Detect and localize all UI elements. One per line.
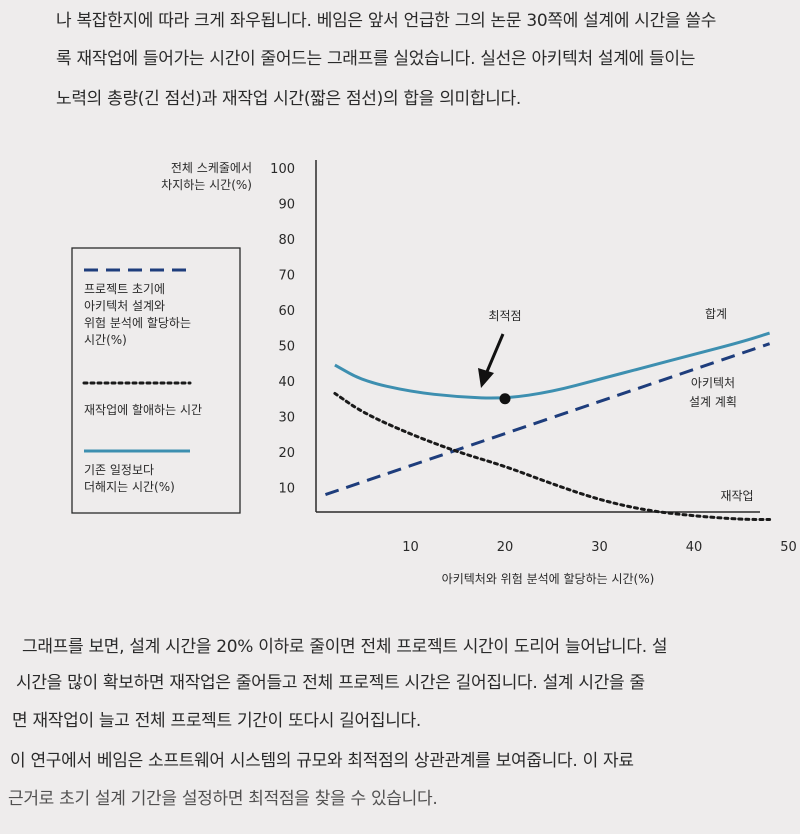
text-line: 시간을 많이 확보하면 재작업은 줄어들고 전체 프로젝트 시간은 길어집니다.… <box>16 673 645 693</box>
y-axis-title: 차지하는 시간(%) <box>161 178 252 192</box>
series-label-total: 합계 <box>705 307 727 321</box>
y-tick-label: 100 <box>270 162 295 177</box>
optimal-point-arrowhead <box>478 368 494 388</box>
x-tick-label: 30 <box>591 540 608 555</box>
x-axis-title: 아키텍처와 위험 분석에 할당하는 시간(%) <box>442 572 655 586</box>
y-tick-label: 30 <box>278 411 295 426</box>
legend-label: 시간(%) <box>84 333 127 347</box>
text-line: 록 재작업에 들어가는 시간이 줄어드는 그래프를 실었습니다. 실선은 아키텍… <box>56 49 696 69</box>
y-tick-label: 20 <box>278 446 295 461</box>
y-tick-label: 40 <box>278 375 295 390</box>
legend-label: 프로젝트 초기에 <box>84 282 165 296</box>
y-tick-label: 70 <box>278 269 295 284</box>
series-line-long-dash <box>324 342 771 497</box>
text-line: 그래프를 보면, 설계 시간을 20% 이하로 줄이면 전체 프로젝트 시간이 … <box>22 637 668 657</box>
optimal-point-arrow <box>484 333 505 375</box>
legend-label: 위험 분석에 할당하는 <box>84 316 191 330</box>
text-line: 노력의 총량(긴 점선)과 재작업 시간(짧은 점선)의 합을 의미합니다. <box>56 89 521 109</box>
series-line-short-dot <box>333 391 772 521</box>
y-axis-title: 전체 스케줄에서 <box>171 161 252 175</box>
x-tick-label: 10 <box>402 540 419 555</box>
y-tick-label: 80 <box>278 233 295 248</box>
legend-box <box>71 247 241 514</box>
y-tick-label: 50 <box>278 340 295 355</box>
x-tick-label: 40 <box>686 540 703 555</box>
legend-label: 재작업에 할애하는 시간 <box>84 403 202 417</box>
text-line: 면 재작업이 늘고 전체 프로젝트 기간이 또다시 길어집니다. <box>12 711 421 731</box>
x-tick-label: 20 <box>497 540 514 555</box>
optimal-point-marker <box>499 393 511 405</box>
series-label-architecture: 설계 계획 <box>689 395 737 409</box>
text-line: 근거로 초기 설계 기간을 설정하면 최적점을 찾을 수 있습니다. <box>8 789 438 809</box>
y-tick-label: 10 <box>278 482 295 497</box>
y-tick-label: 90 <box>278 198 295 213</box>
legend-label: 더해지는 시간(%) <box>84 480 175 494</box>
y-tick-label: 60 <box>278 304 295 319</box>
legend-label: 아키텍처 설계와 <box>84 299 165 313</box>
optimal-point-label: 최적점 <box>488 309 521 323</box>
series-line-solid <box>334 331 771 400</box>
series-label-rework: 재작업 <box>720 489 753 503</box>
legend-label: 기존 일정보다 <box>84 463 154 477</box>
text-line: 나 복잡한지에 따라 크게 좌우됩니다. 베임은 앞서 언급한 그의 논문 30… <box>56 11 717 31</box>
text-line: 이 연구에서 베임은 소프트웨어 시스템의 규모와 최적점의 상관관계를 보여줍… <box>10 751 634 771</box>
series-label-architecture: 아키텍처 <box>691 376 735 390</box>
x-tick-label: 50 <box>780 540 797 555</box>
